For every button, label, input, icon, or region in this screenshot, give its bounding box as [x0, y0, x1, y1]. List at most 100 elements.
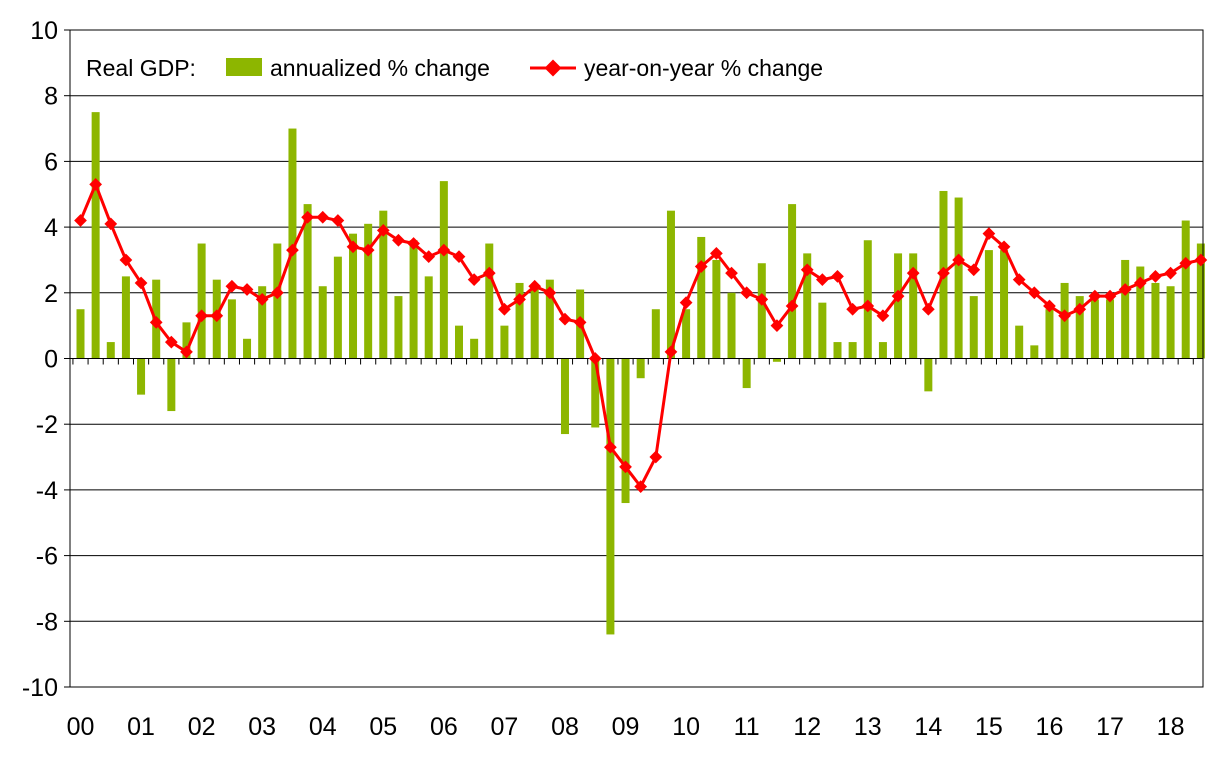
- x-tick-label: 06: [430, 713, 458, 741]
- bar: [182, 322, 191, 359]
- bar: [894, 253, 903, 359]
- line-point: [921, 302, 935, 316]
- bar: [742, 358, 751, 389]
- x-tick-label: 02: [188, 713, 216, 741]
- bar: [137, 358, 146, 395]
- bar: [636, 358, 645, 379]
- bar: [712, 259, 721, 359]
- bar: [379, 210, 388, 359]
- bar: [969, 296, 978, 359]
- y-tick-label: 0: [44, 346, 58, 374]
- bar: [1136, 266, 1145, 359]
- bar: [1030, 345, 1039, 359]
- legend-prefix: Real GDP:: [86, 55, 196, 81]
- y-tick-label: -2: [36, 411, 58, 439]
- line-point: [755, 293, 769, 306]
- bar: [788, 204, 797, 359]
- line-point: [376, 224, 390, 237]
- x-tick-label: 08: [551, 713, 579, 741]
- y-tick-label: -10: [22, 674, 58, 702]
- line-point: [180, 345, 193, 359]
- bar: [227, 299, 236, 359]
- bar: [651, 309, 660, 359]
- line-point: [361, 243, 375, 257]
- line-point: [664, 345, 678, 359]
- line-point: [89, 178, 103, 191]
- bar: [772, 358, 781, 362]
- bar: [1106, 299, 1115, 359]
- bar: [848, 342, 857, 359]
- legend-bar-swatch: [226, 58, 262, 76]
- bar: [545, 279, 554, 359]
- bar: [757, 263, 766, 359]
- bar: [833, 342, 842, 359]
- bar: [1166, 286, 1175, 359]
- line-point: [952, 253, 965, 267]
- line-point: [1118, 283, 1132, 296]
- y-axis-tick-labels: -10 -8 -6 -4 -2 0 2 4 6 8 10: [22, 17, 58, 702]
- x-tick-label: 10: [672, 713, 700, 741]
- line-series: [74, 178, 1208, 493]
- legend-line-label: year-on-year % change: [584, 55, 823, 81]
- axes: [69, 29, 1204, 688]
- x-tick-label: 01: [127, 713, 155, 741]
- bar: [606, 358, 615, 635]
- bar: [106, 342, 115, 359]
- line-point: [1149, 270, 1162, 283]
- line-point: [846, 302, 860, 316]
- line-point: [286, 243, 299, 257]
- line-point: [149, 316, 163, 329]
- legend-bar-label: annualized % change: [270, 55, 490, 81]
- line-point: [74, 214, 87, 227]
- bar: [697, 236, 706, 359]
- line-point: [164, 335, 178, 349]
- y-tick-label: 6: [44, 148, 58, 176]
- bar: [924, 358, 933, 392]
- x-tick-label: 17: [1096, 713, 1124, 741]
- bar: [167, 358, 176, 412]
- line-point: [270, 286, 284, 300]
- line-point: [573, 316, 587, 329]
- x-tick-label: 09: [612, 713, 640, 741]
- bar: [121, 276, 130, 359]
- bar: [288, 128, 297, 359]
- line-point: [104, 217, 118, 231]
- bar: [470, 338, 479, 359]
- bar: [666, 210, 675, 359]
- bar: [303, 204, 312, 359]
- line-point: [316, 210, 330, 224]
- bar: [455, 325, 463, 359]
- y-tick-label: 10: [30, 17, 58, 45]
- bar: [1075, 296, 1084, 359]
- y-tick-label: 8: [44, 83, 58, 111]
- x-tick-label: 12: [793, 713, 821, 741]
- line-point: [679, 296, 693, 310]
- bar: [243, 338, 252, 359]
- bar: [591, 358, 600, 428]
- line-point: [467, 273, 481, 287]
- bar: [1090, 299, 1099, 359]
- bar: [863, 240, 872, 359]
- x-axis-tick-labels: 00 01 02 03 04 05 06 07 08 09 10 11 12 13 14 15 16 17 18: [67, 713, 1185, 741]
- line-point: [255, 293, 269, 306]
- bar: [878, 342, 887, 359]
- bar: [424, 276, 433, 359]
- line-point: [407, 237, 420, 250]
- line-point: [482, 266, 496, 280]
- bar: [197, 243, 206, 359]
- bar: [1151, 282, 1160, 359]
- bar: [318, 286, 327, 359]
- line-point: [1194, 253, 1208, 267]
- bar: [91, 112, 100, 359]
- line-point: [195, 309, 208, 323]
- line-point: [301, 210, 314, 224]
- bar: [1000, 250, 1009, 359]
- bar: [560, 358, 569, 435]
- line-point: [240, 283, 254, 296]
- x-tick-label: 00: [67, 713, 95, 741]
- line-point: [1103, 289, 1117, 303]
- bar: [954, 197, 963, 359]
- line-point: [119, 253, 133, 267]
- line-point: [588, 352, 602, 365]
